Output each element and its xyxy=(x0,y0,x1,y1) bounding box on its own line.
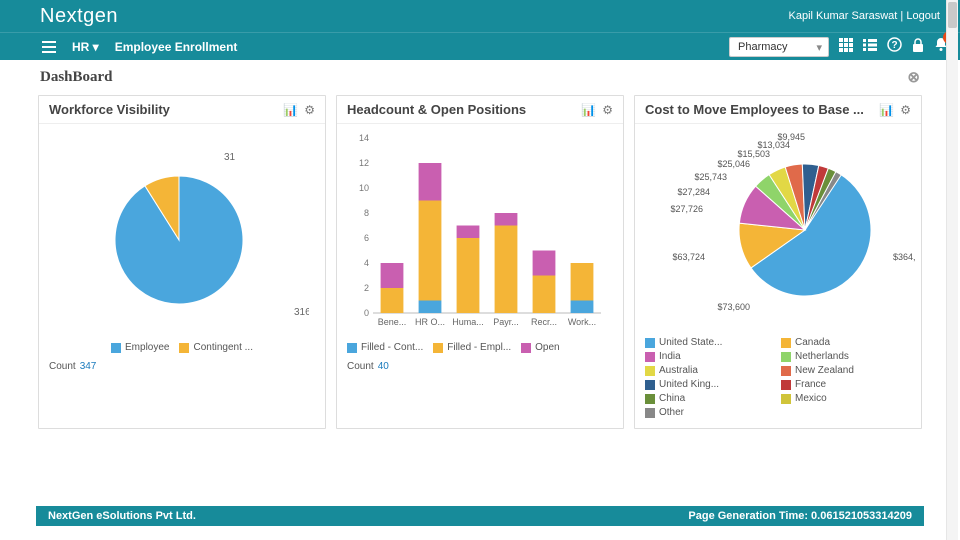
svg-text:Bene...: Bene... xyxy=(378,317,407,327)
grid-icon[interactable] xyxy=(839,38,853,56)
svg-text:Work...: Work... xyxy=(568,317,596,327)
gear-icon[interactable]: ⚙ xyxy=(602,103,613,117)
svg-text:8: 8 xyxy=(364,208,369,218)
legend: United State... Canada India Netherlands Aus… xyxy=(645,337,911,418)
legend-item: Canada xyxy=(781,337,911,348)
legend-item: Filled - Empl... xyxy=(433,342,511,353)
scroll-thumb[interactable] xyxy=(948,2,957,28)
legend-item: Netherlands xyxy=(781,351,911,362)
brand-logo: Nextgen xyxy=(40,5,118,28)
legend-item: Open xyxy=(521,342,559,353)
navbar: HR ▾ Employee Enrollment Pharmacy ? 3 xyxy=(0,32,960,60)
topbar: Nextgen Kapil Kumar Saraswat | Logout xyxy=(0,0,960,32)
nav-enrollment[interactable]: Employee Enrollment xyxy=(115,40,238,54)
logout-link[interactable]: Logout xyxy=(906,10,940,22)
footer: NextGen eSolutions Pvt Ltd. Page Generat… xyxy=(36,506,924,526)
count-link[interactable]: 347 xyxy=(80,361,97,372)
svg-text:6: 6 xyxy=(364,233,369,243)
svg-text:0: 0 xyxy=(364,308,369,318)
legend-item: United King... xyxy=(645,379,775,390)
svg-text:$63,724: $63,724 xyxy=(672,252,705,262)
footer-right: Page Generation Time: 0.061521053314209 xyxy=(688,510,912,522)
panel-title: Cost to Move Employees to Base ... xyxy=(645,102,864,117)
svg-text:316: 316 xyxy=(294,307,309,318)
panel-cost: Cost to Move Employees to Base ... 📊⚙ $9… xyxy=(634,95,922,429)
close-icon[interactable]: ⊗ xyxy=(907,68,920,87)
workforce-pie: 316 31 xyxy=(49,130,309,335)
svg-text:HR O...: HR O... xyxy=(415,317,445,327)
svg-text:4: 4 xyxy=(364,258,369,268)
svg-text:10: 10 xyxy=(359,183,369,193)
lock-icon[interactable] xyxy=(912,38,924,56)
legend-item: China xyxy=(645,393,775,404)
legend-item: Mexico xyxy=(781,393,911,404)
page-head: DashBoard ⊗ xyxy=(0,60,960,95)
svg-text:31: 31 xyxy=(224,152,236,163)
legend-item: Australia xyxy=(645,365,775,376)
panel-title: Headcount & Open Positions xyxy=(347,102,526,117)
legend-item: India xyxy=(645,351,775,362)
svg-text:Payr...: Payr... xyxy=(493,317,519,327)
footer-left: NextGen eSolutions Pvt Ltd. xyxy=(48,510,196,522)
user-name: Kapil Kumar Saraswat xyxy=(789,10,898,22)
svg-text:?: ? xyxy=(891,40,897,51)
nav-hr[interactable]: HR ▾ xyxy=(72,40,99,54)
legend-item: Employee xyxy=(111,342,169,353)
legend-item: Other xyxy=(645,407,775,418)
scrollbar[interactable] xyxy=(946,0,958,540)
legend-item: Contingent ... xyxy=(179,342,252,353)
svg-text:$73,600: $73,600 xyxy=(717,302,750,312)
svg-text:$25,743: $25,743 xyxy=(694,172,727,182)
chart-icon[interactable]: 📊 xyxy=(879,103,894,117)
svg-text:12: 12 xyxy=(359,158,369,168)
svg-text:Huma...: Huma... xyxy=(452,317,484,327)
legend-item: New Zealand xyxy=(781,365,911,376)
help-icon[interactable]: ? xyxy=(887,37,902,56)
panel-title: Workforce Visibility xyxy=(49,102,170,117)
chart-icon[interactable]: 📊 xyxy=(283,103,298,117)
panel-headcount: Headcount & Open Positions 📊 ⚙ 0 2 4 6 8 10 12 1… xyxy=(336,95,624,429)
svg-text:$25,046: $25,046 xyxy=(717,159,750,169)
legend-item: France xyxy=(781,379,911,390)
panel-workforce: Workforce Visibility 📊 ⚙ 316 31 Employee Co… xyxy=(38,95,326,429)
list-icon[interactable] xyxy=(863,38,877,55)
legend-item: Filled - Cont... xyxy=(347,342,423,353)
count-link[interactable]: 40 xyxy=(378,361,389,372)
gear-icon[interactable]: ⚙ xyxy=(304,103,315,117)
svg-text:Recr...: Recr... xyxy=(531,317,557,327)
svg-text:$364,346: $364,346 xyxy=(893,252,915,262)
svg-text:2: 2 xyxy=(364,283,369,293)
svg-text:$27,284: $27,284 xyxy=(677,187,710,197)
page-title: DashBoard xyxy=(40,69,113,86)
svg-text:$15,503: $15,503 xyxy=(737,149,770,159)
legend: Filled - Cont... Filled - Empl... Open xyxy=(347,342,613,353)
svg-text:$27,726: $27,726 xyxy=(670,204,703,214)
legend: Employee Contingent ... xyxy=(49,342,315,353)
legend-item: United State... xyxy=(645,337,775,348)
svg-text:14: 14 xyxy=(359,133,369,143)
count-row: Count347 xyxy=(49,361,315,372)
count-row: Count40 xyxy=(347,361,613,372)
headcount-bar: 0 2 4 6 8 10 12 14 Bene... HR O... Huma... Payr... R… xyxy=(347,130,607,335)
user-area: Kapil Kumar Saraswat | Logout xyxy=(789,10,940,22)
cost-pie: $9,945$13,034$15,503$25,046$25,743$27,28… xyxy=(645,130,915,330)
dept-select[interactable]: Pharmacy xyxy=(729,37,829,57)
gear-icon[interactable]: ⚙ xyxy=(900,103,911,117)
chart-icon[interactable]: 📊 xyxy=(581,103,596,117)
menu-icon[interactable] xyxy=(40,38,58,56)
